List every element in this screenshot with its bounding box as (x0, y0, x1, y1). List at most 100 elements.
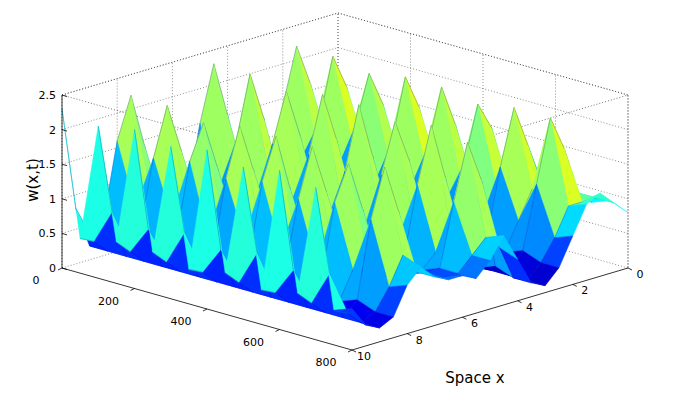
mesh-line (153, 106, 167, 159)
surface-cell (555, 204, 587, 238)
mesh-line (357, 220, 371, 300)
mesh-line (361, 312, 375, 323)
x-tick-label: 8 (416, 334, 423, 347)
mesh-line (94, 241, 108, 251)
t-tick-label: 800 (316, 356, 337, 369)
mesh-line (261, 290, 275, 293)
surface-cell (334, 308, 366, 325)
z-tick-label: 1 (49, 193, 56, 206)
mesh-line (500, 108, 514, 167)
mesh-line (236, 74, 250, 140)
z-tick-label: 2.5 (39, 89, 57, 102)
z-tick (62, 130, 67, 132)
t-tick (58, 268, 62, 270)
surface-cell (499, 247, 531, 283)
x-tick (573, 284, 577, 286)
mesh-line (541, 238, 555, 263)
mesh-line (375, 287, 389, 312)
t-tick-label: 600 (243, 336, 264, 349)
t-tick (276, 330, 280, 332)
mesh-line (422, 252, 436, 270)
mesh-line (243, 167, 257, 253)
surface-cell (316, 188, 348, 314)
mesh-line (537, 118, 551, 184)
mesh-line (334, 310, 348, 313)
mesh-line (335, 164, 349, 203)
mesh-line (116, 242, 130, 252)
mesh-line (153, 252, 167, 262)
z-tick (62, 199, 67, 201)
mesh-line (262, 136, 276, 182)
surface-cell (541, 236, 573, 268)
axes: 00.511.522.502004006008000246810 (33, 89, 644, 369)
z-tick-label: 0 (49, 262, 56, 275)
x-tick (352, 350, 356, 352)
t-axis-line (62, 268, 352, 350)
mesh-line (203, 272, 217, 282)
mesh-line (239, 282, 253, 292)
x-tick-label: 6 (471, 317, 478, 330)
mesh-line (418, 125, 432, 184)
mesh-line (339, 270, 353, 302)
mesh-line (426, 268, 440, 272)
x-axis-label: Space x (445, 369, 504, 387)
x-tick-label: 2 (581, 284, 588, 297)
z-tick-label: 2 (49, 124, 56, 137)
z-tick (62, 233, 67, 235)
mesh-line (280, 170, 294, 270)
mesh-line (80, 239, 94, 242)
x-axis-line (352, 268, 628, 350)
mesh-line (555, 206, 569, 238)
mesh-line (381, 122, 395, 175)
z-tick (62, 268, 67, 270)
z-tick (62, 95, 67, 97)
x-tick (462, 317, 466, 319)
mesh-line (345, 105, 359, 171)
surface-cell (375, 285, 407, 317)
mesh-line (472, 237, 486, 255)
z-axis-label: w(x,t) (24, 158, 42, 202)
mesh-line (309, 94, 323, 153)
t-tick (131, 289, 135, 291)
mesh-line (454, 142, 468, 201)
mesh-line (226, 126, 240, 179)
mesh-line (225, 273, 239, 283)
mesh-line (171, 147, 185, 233)
mesh-line (190, 123, 204, 162)
z-tick (62, 164, 67, 166)
mesh-line (189, 269, 203, 272)
mesh-line (166, 262, 180, 272)
surface-cell (596, 198, 628, 213)
t-tick-label: 200 (98, 295, 119, 308)
mesh-line (135, 129, 149, 229)
mesh-line (98, 126, 112, 212)
box-edge (338, 13, 628, 95)
t-tick-label: 0 (33, 274, 40, 287)
mesh-line (117, 95, 131, 141)
mesh-line (298, 147, 312, 200)
box-edge (628, 95, 629, 268)
mesh-line (527, 263, 541, 281)
x-tick-label: 0 (637, 268, 644, 281)
t-tick (348, 350, 352, 352)
mesh-line (523, 184, 537, 250)
mesh-line (440, 202, 454, 268)
x-tick (518, 301, 522, 303)
mesh-line (130, 252, 144, 262)
surface-cell (568, 193, 600, 206)
mesh-line (371, 167, 385, 220)
mesh-line (458, 255, 472, 273)
x-tick (628, 268, 632, 270)
mesh-line (311, 303, 325, 313)
surface (62, 46, 628, 328)
mesh-line (389, 255, 403, 287)
mesh-line (275, 293, 289, 303)
mesh-line (62, 109, 76, 209)
t-grid-line (628, 95, 629, 268)
x-tick-label: 10 (357, 350, 371, 363)
t-tick (203, 309, 207, 311)
mesh-line (316, 188, 330, 274)
x-tick (407, 334, 411, 336)
z-axis-line (62, 95, 63, 268)
t-tick-label: 400 (171, 315, 192, 328)
